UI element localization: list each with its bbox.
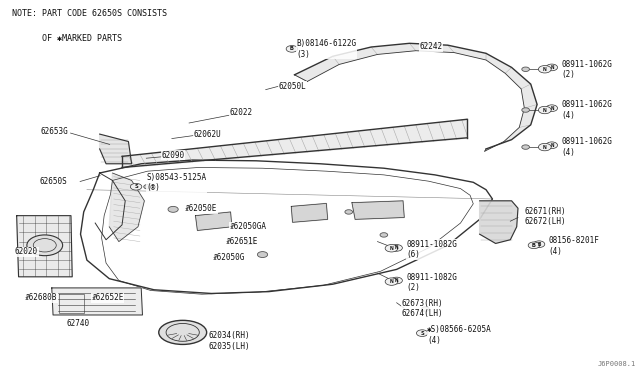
Text: 62242: 62242 — [420, 42, 443, 51]
Text: NOTE: PART CODE 62650S CONSISTS: NOTE: PART CODE 62650S CONSISTS — [12, 9, 167, 18]
Text: B: B — [290, 46, 294, 51]
Text: OF ✱MARKED PARTS: OF ✱MARKED PARTS — [12, 34, 122, 43]
Text: 62650S: 62650S — [39, 177, 67, 186]
Text: 62020: 62020 — [15, 247, 38, 256]
Polygon shape — [291, 203, 328, 222]
Text: N: N — [550, 65, 554, 70]
Circle shape — [131, 183, 142, 190]
Circle shape — [422, 307, 429, 311]
Circle shape — [533, 241, 545, 247]
Circle shape — [27, 235, 63, 256]
Text: B: B — [532, 243, 536, 248]
Text: N: N — [543, 145, 547, 150]
Text: S)08543-5125A
(®): S)08543-5125A (®) — [147, 173, 207, 192]
Text: S: S — [134, 184, 138, 189]
Text: ☧62652E: ☧62652E — [92, 294, 124, 302]
Circle shape — [391, 244, 403, 251]
Text: N: N — [550, 143, 554, 148]
Circle shape — [522, 108, 529, 112]
Polygon shape — [195, 212, 232, 231]
Text: 62034(RH)
62035(LH): 62034(RH) 62035(LH) — [208, 331, 250, 351]
Text: 08911-1082G
(6): 08911-1082G (6) — [406, 240, 457, 259]
Text: B)08146-6122G
(3): B)08146-6122G (3) — [296, 39, 356, 58]
Circle shape — [380, 233, 388, 237]
Circle shape — [417, 330, 428, 336]
Text: ☧62680B: ☧62680B — [25, 294, 58, 302]
Circle shape — [244, 238, 255, 244]
Text: 62740: 62740 — [67, 320, 90, 328]
Ellipse shape — [159, 320, 207, 344]
Circle shape — [257, 251, 268, 257]
Text: ☧62651E: ☧62651E — [226, 237, 259, 246]
Polygon shape — [100, 134, 132, 164]
Text: 62653G: 62653G — [40, 126, 68, 136]
Circle shape — [538, 106, 551, 114]
Polygon shape — [109, 173, 145, 241]
Text: 62090: 62090 — [162, 151, 185, 160]
Text: S: S — [420, 331, 424, 336]
Text: 08911-1082G
(2): 08911-1082G (2) — [406, 273, 457, 292]
Text: 62673(RH)
62674(LH): 62673(RH) 62674(LH) — [402, 299, 444, 318]
Text: 08911-1062G
(4): 08911-1062G (4) — [561, 100, 612, 120]
Text: N: N — [395, 246, 398, 250]
Text: J6P0008.1: J6P0008.1 — [598, 361, 636, 367]
Polygon shape — [17, 216, 72, 277]
Text: N: N — [550, 106, 554, 111]
Text: 62022: 62022 — [229, 108, 252, 117]
Text: ☧62050E: ☧62050E — [184, 205, 217, 214]
Circle shape — [538, 65, 551, 73]
Text: N: N — [395, 278, 398, 283]
Text: ☧62050GA: ☧62050GA — [229, 222, 266, 231]
Circle shape — [385, 278, 398, 285]
Text: ✱S)08566-6205A
(4): ✱S)08566-6205A (4) — [428, 325, 492, 345]
Circle shape — [144, 185, 152, 189]
Text: 08911-1062G
(4): 08911-1062G (4) — [561, 137, 612, 157]
Text: 08911-1062G
(2): 08911-1062G (2) — [561, 60, 612, 79]
Circle shape — [522, 67, 529, 71]
Text: ☧62050G: ☧62050G — [212, 253, 245, 262]
Circle shape — [345, 210, 353, 214]
Text: 08156-8201F
(4): 08156-8201F (4) — [548, 236, 600, 256]
Circle shape — [286, 45, 298, 52]
Circle shape — [546, 105, 557, 112]
Text: 62062U: 62062U — [193, 130, 221, 140]
Circle shape — [528, 242, 540, 248]
Polygon shape — [352, 201, 404, 219]
Circle shape — [168, 206, 178, 212]
Text: N: N — [543, 108, 547, 112]
Text: N: N — [543, 67, 547, 72]
Text: N: N — [390, 279, 394, 284]
Polygon shape — [294, 43, 537, 151]
Circle shape — [522, 145, 529, 149]
Text: 62671(RH)
62672(LH): 62671(RH) 62672(LH) — [524, 207, 566, 226]
Polygon shape — [479, 201, 518, 243]
Text: 62050L: 62050L — [278, 82, 307, 91]
Circle shape — [391, 277, 403, 284]
Circle shape — [546, 64, 557, 71]
Text: B: B — [538, 242, 541, 247]
Text: N: N — [390, 246, 394, 251]
Circle shape — [385, 244, 398, 252]
Circle shape — [546, 142, 557, 148]
Polygon shape — [52, 288, 143, 315]
Circle shape — [538, 143, 551, 151]
